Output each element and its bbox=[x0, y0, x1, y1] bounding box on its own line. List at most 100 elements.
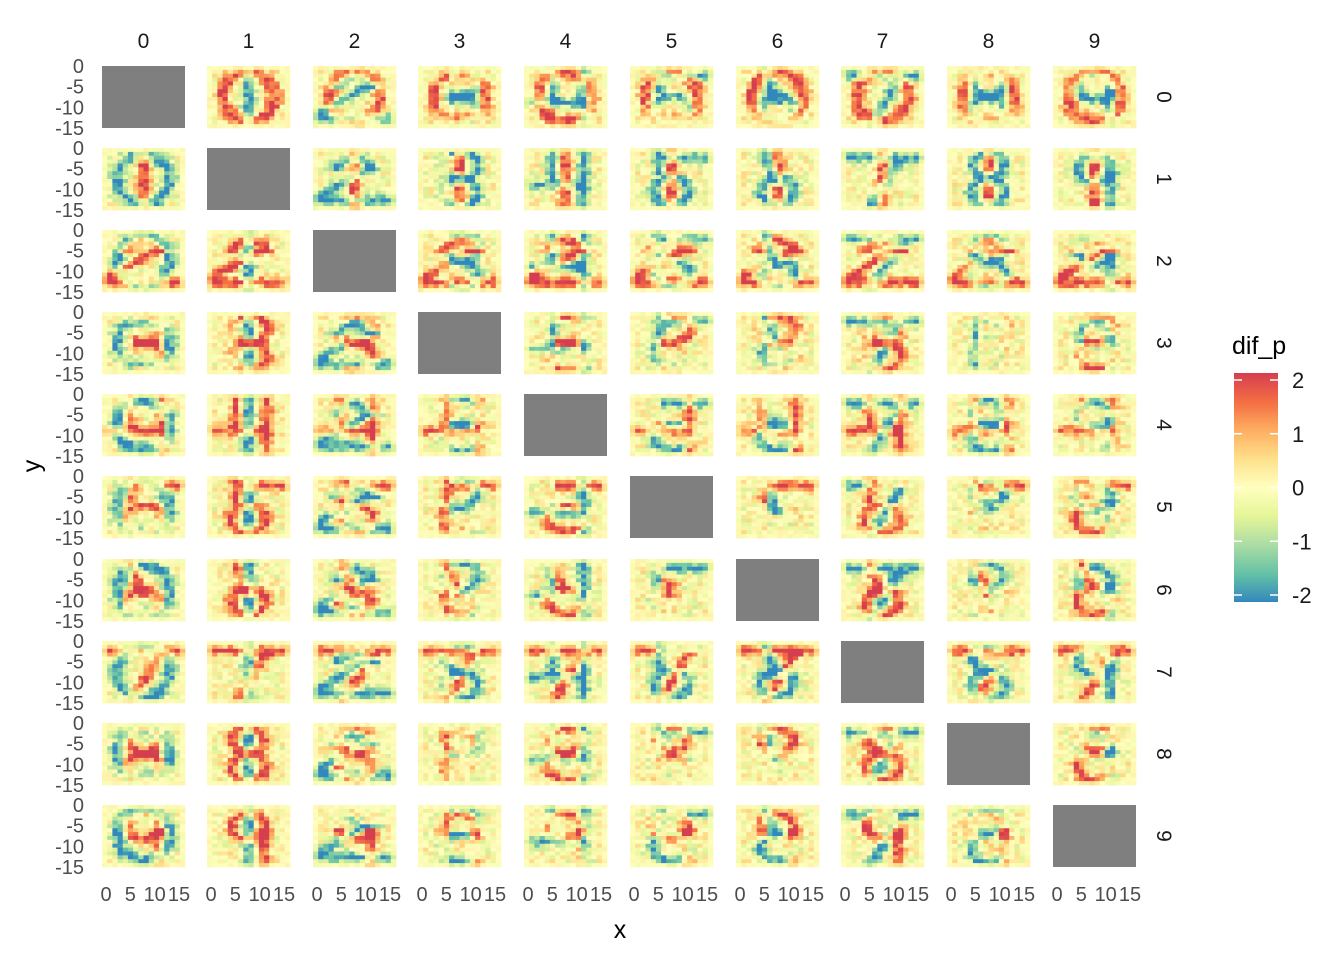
heatmap-cell bbox=[365, 156, 371, 160]
heatmap-cell bbox=[630, 187, 636, 191]
heatmap-cell bbox=[630, 179, 636, 183]
heatmap-cell bbox=[418, 156, 424, 160]
heatmap-cell bbox=[697, 74, 703, 78]
heatmap-cell bbox=[788, 167, 794, 171]
heatmap-cell bbox=[703, 164, 709, 168]
heatmap-cell bbox=[576, 183, 582, 187]
heatmap-cell bbox=[380, 206, 386, 210]
heatmap-cell bbox=[862, 120, 868, 124]
heatmap-cell bbox=[851, 164, 857, 168]
heatmap-cell bbox=[883, 198, 889, 202]
heatmap-cell bbox=[529, 160, 535, 164]
heatmap-cell bbox=[566, 113, 572, 117]
heatmap-cell bbox=[692, 66, 698, 70]
heatmap-cell bbox=[274, 230, 280, 234]
heatmap-cell bbox=[545, 160, 551, 164]
heatmap-cell bbox=[952, 120, 958, 124]
heatmap-cell bbox=[159, 277, 165, 281]
heatmap-cell bbox=[783, 93, 789, 97]
heatmap-cell bbox=[418, 66, 424, 70]
heatmap-cell bbox=[640, 124, 646, 128]
heatmap-cell bbox=[313, 156, 319, 160]
heatmap-cell bbox=[1100, 89, 1106, 93]
heatmap-cell bbox=[1131, 105, 1137, 109]
heatmap-cell bbox=[496, 164, 502, 168]
heatmap-cell bbox=[386, 152, 392, 156]
heatmap-cell bbox=[128, 164, 134, 168]
heatmap-cell bbox=[138, 242, 144, 246]
heatmap-cell bbox=[480, 160, 486, 164]
heatmap-cell bbox=[334, 120, 340, 124]
heatmap-cell bbox=[1079, 195, 1085, 199]
heatmap-cell bbox=[989, 160, 995, 164]
heatmap-cell bbox=[1004, 179, 1010, 183]
heatmap-cell bbox=[846, 116, 852, 120]
heatmap-cell bbox=[862, 116, 868, 120]
heatmap-cell bbox=[355, 175, 361, 179]
heatmap-cell bbox=[313, 175, 319, 179]
heatmap-cell bbox=[1053, 124, 1059, 128]
heatmap-cell bbox=[149, 280, 155, 284]
heatmap-cell bbox=[555, 116, 561, 120]
heatmap-cell bbox=[339, 148, 345, 152]
heatmap-cell bbox=[318, 109, 324, 113]
heatmap-cell bbox=[602, 89, 608, 93]
heatmap-cell bbox=[677, 120, 683, 124]
heatmap-cell bbox=[112, 164, 118, 168]
heatmap-cell bbox=[1079, 187, 1085, 191]
heatmap-cell bbox=[903, 78, 909, 82]
heatmap-cell bbox=[344, 124, 350, 128]
heatmap-cell bbox=[254, 242, 260, 246]
heatmap-cell bbox=[846, 70, 852, 74]
heatmap-cell bbox=[138, 191, 144, 195]
heatmap-cell bbox=[428, 202, 434, 206]
heatmap-cell bbox=[1004, 191, 1010, 195]
heatmap-cell bbox=[360, 124, 366, 128]
heatmap-cell bbox=[772, 206, 778, 210]
heatmap-cell bbox=[581, 179, 587, 183]
heatmap-panel bbox=[207, 148, 290, 210]
heatmap-cell bbox=[380, 66, 386, 70]
heatmap-cell bbox=[1053, 148, 1059, 152]
heatmap-cell bbox=[159, 152, 165, 156]
heatmap-cell bbox=[164, 160, 170, 164]
heatmap-cell bbox=[470, 89, 476, 93]
heatmap-cell bbox=[571, 198, 577, 202]
heatmap-cell bbox=[1115, 66, 1121, 70]
heatmap-cell bbox=[793, 156, 799, 160]
heatmap-cell bbox=[682, 66, 688, 70]
heatmap-cell bbox=[914, 85, 920, 89]
heatmap-cell bbox=[228, 101, 234, 105]
heatmap-cell bbox=[1095, 109, 1101, 113]
heatmap-cell bbox=[846, 85, 852, 89]
heatmap-cell bbox=[1089, 120, 1095, 124]
heatmap-cell bbox=[555, 195, 561, 199]
heatmap-cell bbox=[1131, 109, 1137, 113]
heatmap-cell bbox=[164, 164, 170, 168]
heatmap-cell bbox=[475, 183, 481, 187]
heatmap-cell bbox=[444, 179, 450, 183]
heatmap-cell bbox=[994, 156, 1000, 160]
heatmap-cell bbox=[118, 160, 124, 164]
heatmap-cell bbox=[217, 78, 223, 82]
heatmap-cell bbox=[597, 78, 603, 82]
heatmap-cell bbox=[888, 85, 894, 89]
heatmap-cell bbox=[475, 89, 481, 93]
heatmap-cell bbox=[672, 113, 678, 117]
heatmap-cell bbox=[793, 167, 799, 171]
heatmap-cell bbox=[872, 206, 878, 210]
heatmap-cell bbox=[762, 85, 768, 89]
heatmap-cell bbox=[703, 97, 709, 101]
heatmap-cell bbox=[736, 167, 742, 171]
heatmap-cell bbox=[444, 89, 450, 93]
heatmap-cell bbox=[919, 113, 925, 117]
heatmap-cell bbox=[867, 167, 873, 171]
heatmap-cell bbox=[540, 175, 546, 179]
heatmap-cell bbox=[365, 175, 371, 179]
heatmap-cell bbox=[919, 148, 925, 152]
heatmap-cell bbox=[762, 113, 768, 117]
heatmap-cell bbox=[682, 179, 688, 183]
heatmap-cell bbox=[602, 152, 608, 156]
heatmap-cell bbox=[1025, 97, 1031, 101]
heatmap-cell bbox=[360, 78, 366, 82]
